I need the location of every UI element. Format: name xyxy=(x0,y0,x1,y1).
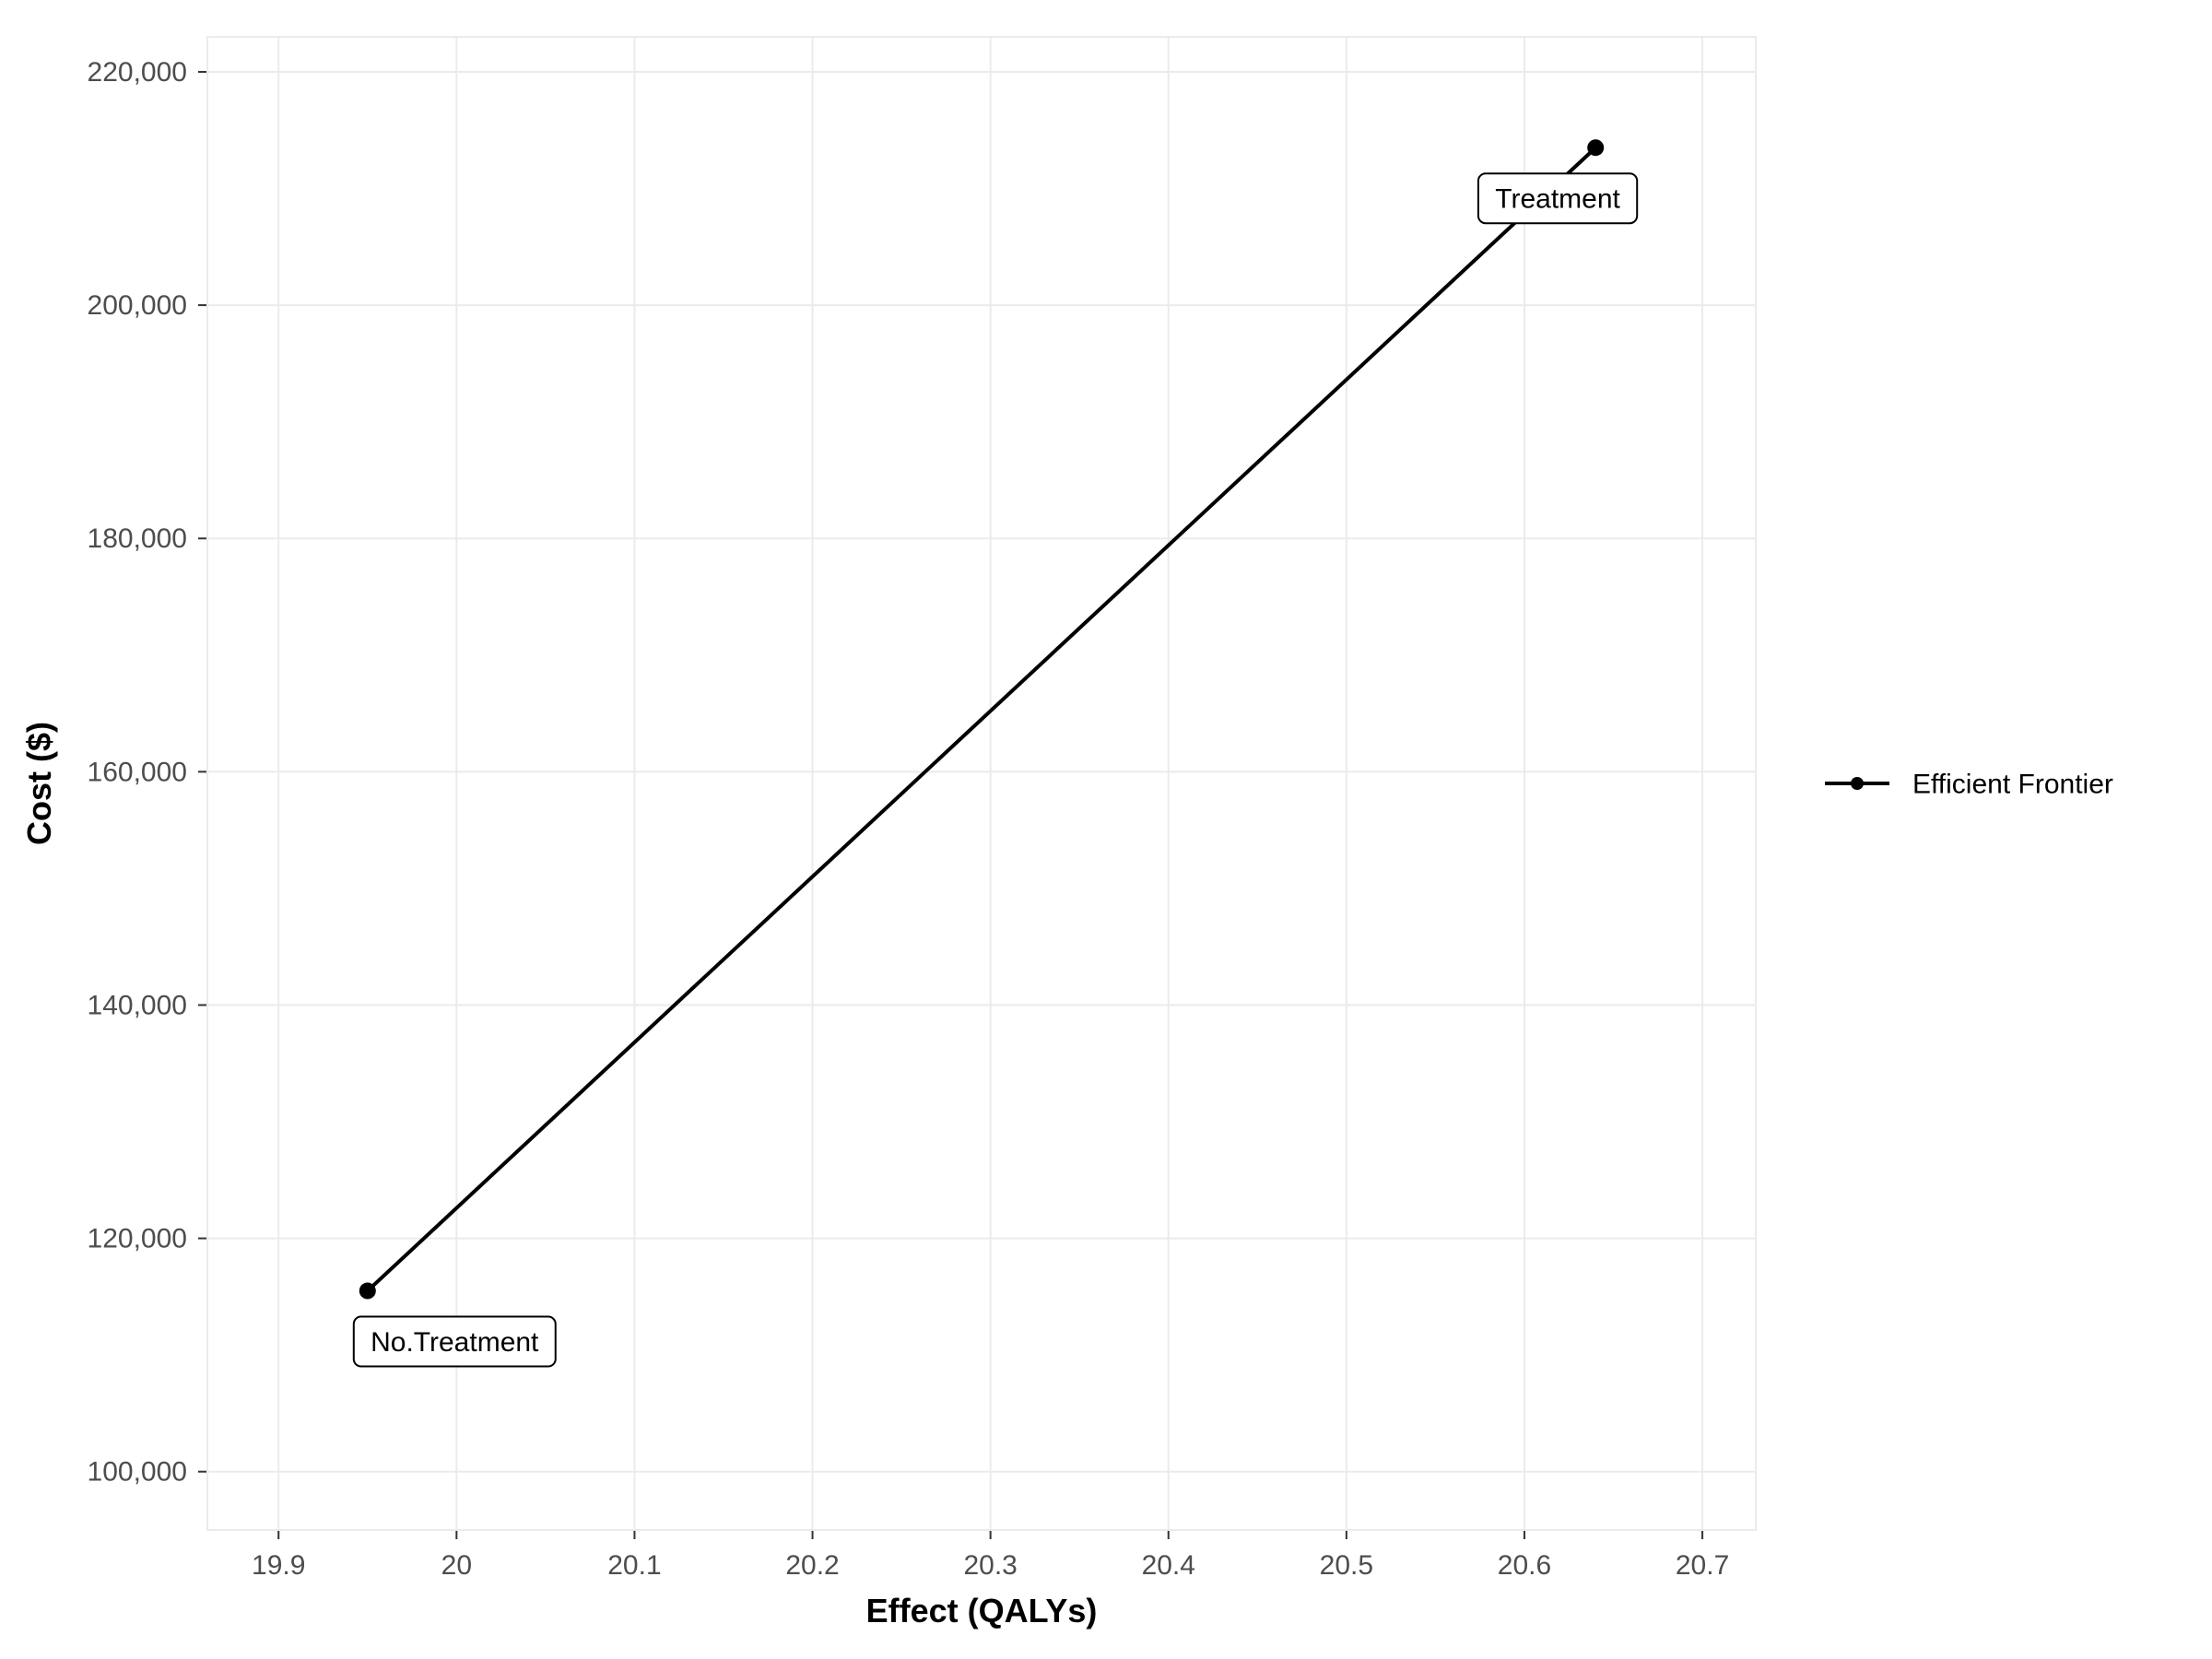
x-tick-label: 19.9 xyxy=(252,1550,305,1581)
legend-label: Efficient Frontier xyxy=(1912,770,2113,800)
y-tick-label: 100,000 xyxy=(88,1457,187,1488)
x-tick-label: 20.7 xyxy=(1676,1550,1729,1581)
y-tick-label: 220,000 xyxy=(88,57,187,88)
data-point xyxy=(1587,139,1604,156)
y-tick-label: 200,000 xyxy=(88,290,187,321)
point-label: Treatment xyxy=(1495,184,1620,215)
chart-svg: 19.9 20 20.1 20.2 20.3 20.4 20.5 20.6 20.7 100,00… xyxy=(0,0,2212,1659)
x-tick-label: 20.6 xyxy=(1498,1550,1551,1581)
y-axis-title: Cost ($) xyxy=(20,722,58,845)
x-tick-label: 20 xyxy=(441,1550,472,1581)
x-tick-label: 20.5 xyxy=(1320,1550,1373,1581)
data-point xyxy=(359,1283,376,1300)
y-tick-label: 120,000 xyxy=(88,1224,187,1254)
x-tick-label: 20.2 xyxy=(785,1550,839,1581)
y-tick-label: 140,000 xyxy=(88,990,187,1020)
x-axis-title: Effect (QALYs) xyxy=(866,1592,1098,1630)
point-label: No.Treatment xyxy=(371,1327,539,1358)
chart-container: 19.9 20 20.1 20.2 20.3 20.4 20.5 20.6 20.7 100,00… xyxy=(0,0,2212,1659)
x-tick-label: 20.1 xyxy=(607,1550,661,1581)
x-tick-label: 20.4 xyxy=(1142,1550,1195,1581)
y-tick-label: 180,000 xyxy=(88,524,187,554)
legend-point-icon xyxy=(1851,777,1864,790)
efficient-frontier-line xyxy=(368,147,1595,1290)
y-tick-label: 160,000 xyxy=(88,757,187,787)
x-tick-label: 20.3 xyxy=(963,1550,1017,1581)
